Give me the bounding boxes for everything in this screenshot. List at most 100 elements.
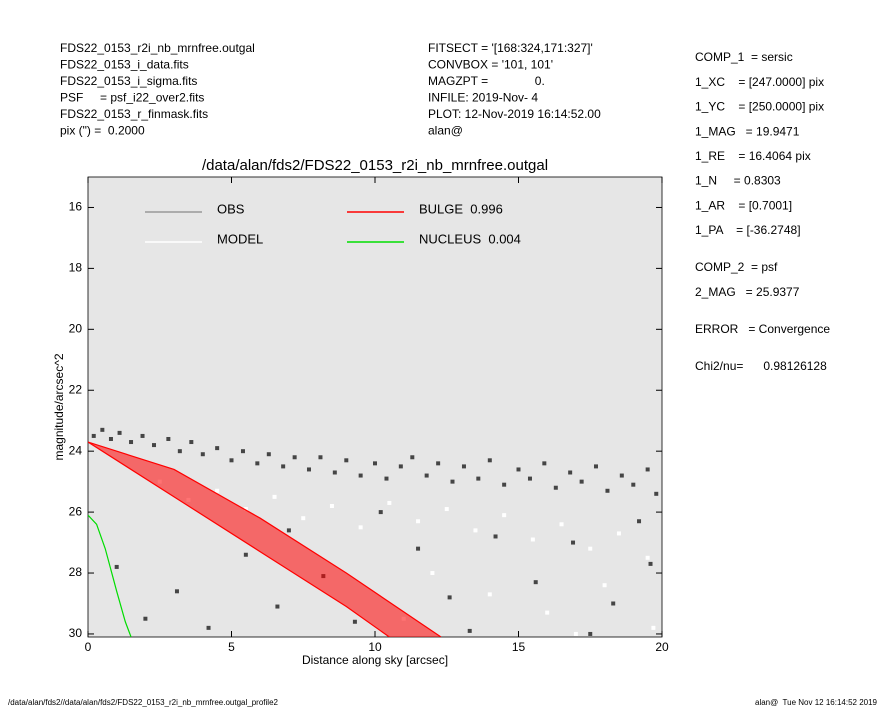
point: [177, 449, 182, 454]
x-tick-label: 10: [368, 640, 382, 654]
point: [530, 537, 535, 542]
y-tick-label: 30: [69, 626, 83, 640]
side-panel-line: 1_YC = [250.0000] pix: [695, 100, 824, 114]
point: [450, 479, 455, 484]
point: [384, 476, 389, 481]
legend-label: OBS: [217, 201, 245, 216]
point: [292, 455, 297, 460]
point: [174, 589, 179, 594]
point: [588, 631, 593, 636]
point: [91, 433, 96, 438]
point: [493, 534, 498, 539]
x-axis-label: Distance along sky [arcsec]: [302, 653, 448, 667]
point: [318, 455, 323, 460]
footer-left: /data/alan/fds2//data/alan/fds2/FDS22_01…: [8, 698, 279, 707]
point: [447, 595, 452, 600]
point: [631, 482, 636, 487]
point: [243, 507, 248, 512]
point: [275, 604, 280, 609]
point: [568, 470, 573, 475]
point: [398, 464, 403, 469]
legend-label: NUCLEUS 0.004: [419, 231, 521, 246]
point: [108, 436, 113, 441]
header-line: FDS22_0153_r_finmask.fits: [60, 107, 208, 121]
point: [542, 461, 547, 466]
point: [143, 616, 148, 621]
header-line: FDS22_0153_r2i_nb_mrnfree.outgal: [60, 41, 255, 55]
point: [114, 564, 119, 569]
point: [545, 610, 550, 615]
point: [152, 443, 157, 448]
point: [533, 580, 538, 585]
point: [255, 461, 260, 466]
point: [344, 458, 349, 463]
point: [467, 628, 472, 633]
y-tick-label: 18: [69, 261, 83, 275]
point: [436, 461, 441, 466]
plot-marks: [88, 427, 659, 637]
legend-label: MODEL: [217, 231, 263, 246]
point: [654, 491, 659, 496]
point: [410, 455, 415, 460]
header-line: PSF = psf_i22_over2.fits: [60, 91, 204, 105]
point: [416, 519, 421, 524]
point: [579, 479, 584, 484]
point: [502, 513, 507, 518]
point: [593, 464, 598, 469]
model-line: [88, 514, 132, 637]
chart-title: /data/alan/fds2/FDS22_0153_r2i_nb_mrnfre…: [202, 157, 548, 174]
side-panel-line: 2_MAG = 25.9377: [695, 285, 800, 299]
point: [378, 510, 383, 515]
point: [602, 583, 607, 588]
point: [329, 504, 334, 509]
point: [140, 433, 145, 438]
y-tick-label: 20: [69, 321, 83, 335]
point: [461, 464, 466, 469]
side-panel-line: 1_MAG = 19.9471: [695, 124, 800, 138]
point: [117, 430, 122, 435]
point: [645, 555, 650, 560]
point: [430, 571, 435, 576]
point: [473, 528, 478, 533]
point: [373, 461, 377, 466]
plot-area: [87, 176, 663, 638]
point: [444, 507, 449, 512]
y-tick-label: 16: [69, 200, 83, 214]
footer-right: alan@ Tue Nov 12 16:14:52 2019: [755, 698, 878, 707]
point: [416, 546, 421, 551]
point: [651, 625, 656, 630]
point: [476, 476, 481, 481]
x-tick-label: 20: [655, 640, 669, 654]
point: [645, 467, 650, 472]
side-panel-line: 1_N = 0.8303: [695, 174, 781, 188]
point: [286, 528, 291, 533]
point: [611, 601, 616, 606]
point: [616, 531, 621, 536]
side-panel-line: ERROR = Convergence: [695, 322, 830, 336]
y-tick-label: 26: [69, 504, 83, 518]
side-panel-line: COMP_2 = psf: [695, 260, 778, 274]
point: [527, 476, 532, 481]
point: [229, 458, 234, 463]
side-panel-line: COMP_1 = sersic: [695, 50, 793, 64]
point: [200, 452, 205, 457]
band-fill: [88, 442, 442, 637]
point: [424, 473, 429, 478]
header-line: FDS22_0153_i_data.fits: [60, 58, 189, 72]
point: [387, 500, 392, 505]
side-panel-line: 1_XC = [247.0000] pix: [695, 75, 824, 89]
point: [553, 485, 558, 490]
legend-label: BULGE 0.996: [419, 201, 503, 216]
point: [573, 631, 578, 636]
header-line: PLOT: 12-Nov-2019 16:14:52.00: [428, 107, 601, 121]
point: [306, 467, 311, 472]
point: [516, 467, 521, 472]
point: [215, 488, 220, 493]
y-tick-label: 22: [69, 382, 83, 396]
point: [189, 440, 194, 445]
point: [358, 525, 363, 530]
header-line: CONVBOX = '101, 101': [428, 58, 553, 72]
point: [571, 540, 576, 545]
